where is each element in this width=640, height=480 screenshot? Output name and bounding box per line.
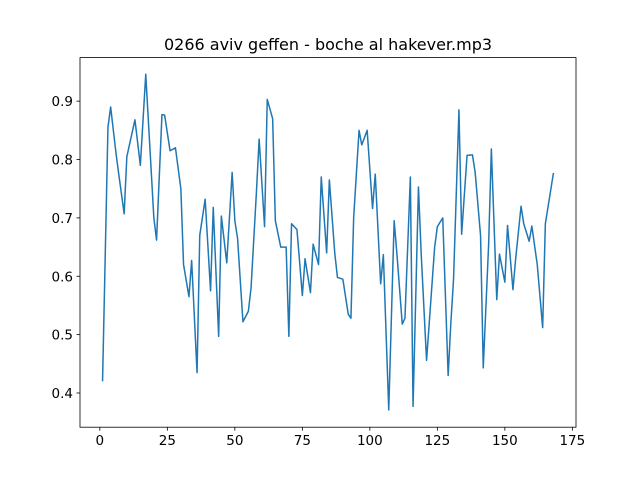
x-tick-label: 150	[492, 433, 518, 449]
x-tick-label: 125	[424, 433, 450, 449]
y-tick-label: 0.9	[52, 94, 73, 110]
y-tick-label: 0.8	[52, 153, 73, 169]
y-tick-label: 0.6	[52, 269, 73, 285]
chart-title: 0266 aviv geffen - boche al hakever.mp3	[164, 35, 492, 54]
y-tick-label: 0.7	[52, 211, 73, 227]
x-tick-label: 175	[559, 433, 585, 449]
x-tick-label: 0	[96, 433, 105, 449]
x-tick-label: 100	[357, 433, 383, 449]
x-tick-label: 25	[159, 433, 176, 449]
plot-frame	[79, 57, 577, 428]
x-tick-label: 50	[226, 433, 243, 449]
data-line	[101, 73, 555, 411]
y-tick-label: 0.4	[52, 386, 73, 402]
y-tick-label: 0.5	[52, 328, 73, 344]
x-tick-label: 75	[294, 433, 311, 449]
